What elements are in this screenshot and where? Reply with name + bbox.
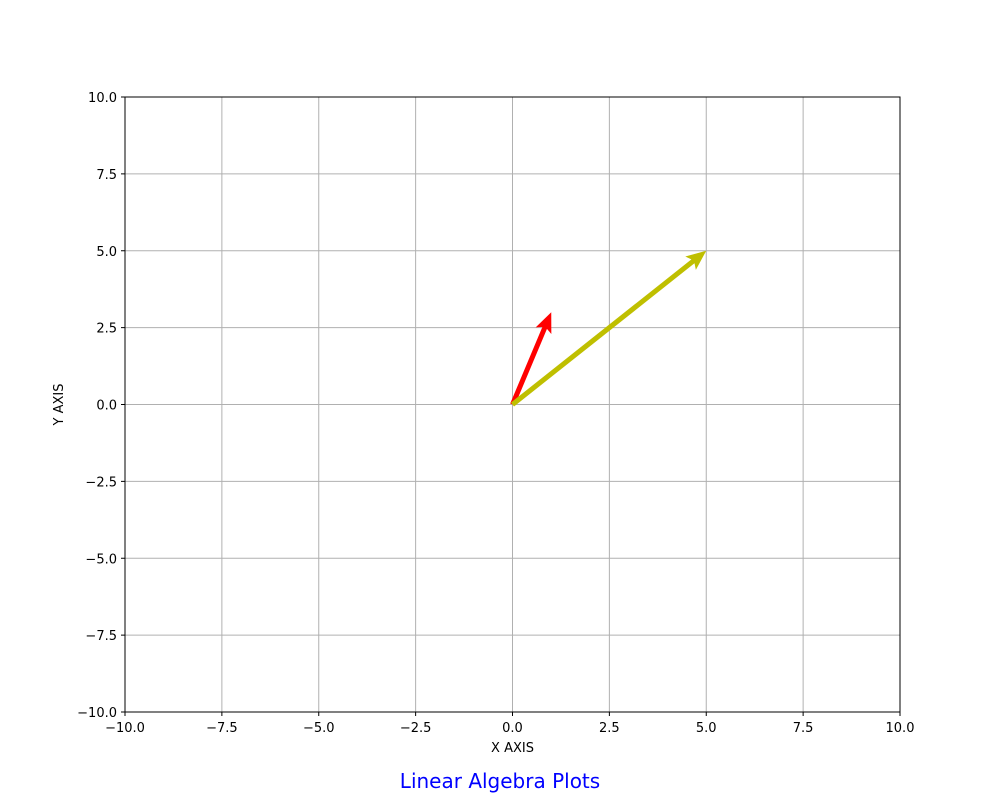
y-tick-label: 0.0 — [96, 399, 117, 414]
axis-ticks: −10.0 −7.5 −5.0 −2.5 0.0 2.5 5.0 7.5 10.0 −10.0 −7… — [77, 91, 914, 736]
x-axis-label: X AXIS — [491, 741, 534, 756]
y-tick-label: −7.5 — [85, 629, 117, 644]
x-tick-label: 0.0 — [502, 721, 523, 736]
y-tick-label: 7.5 — [96, 168, 117, 183]
y-tick-label: −2.5 — [85, 475, 117, 490]
x-tick-label: 2.5 — [599, 721, 620, 736]
y-tick-label: −5.0 — [85, 552, 117, 567]
y-tick-label: 2.5 — [96, 322, 117, 337]
y-tick-label: −10.0 — [77, 706, 117, 721]
x-tick-label: −5.0 — [303, 721, 335, 736]
y-tick-label: 5.0 — [96, 245, 117, 260]
chart-title: Linear Algebra Plots — [400, 769, 600, 793]
x-tick-label: −2.5 — [400, 721, 432, 736]
vector-arrow-1 — [510, 312, 552, 406]
x-tick-label: 5.0 — [696, 721, 717, 736]
y-tick-label: 10.0 — [88, 91, 117, 106]
vectors — [510, 250, 707, 407]
y-axis-label: Y AXIS — [52, 384, 67, 427]
x-tick-label: −10.0 — [105, 721, 145, 736]
vector-arrow-2 — [510, 250, 707, 407]
x-tick-label: 10.0 — [886, 721, 915, 736]
x-tick-label: 7.5 — [793, 721, 814, 736]
x-tick-label: −7.5 — [206, 721, 238, 736]
